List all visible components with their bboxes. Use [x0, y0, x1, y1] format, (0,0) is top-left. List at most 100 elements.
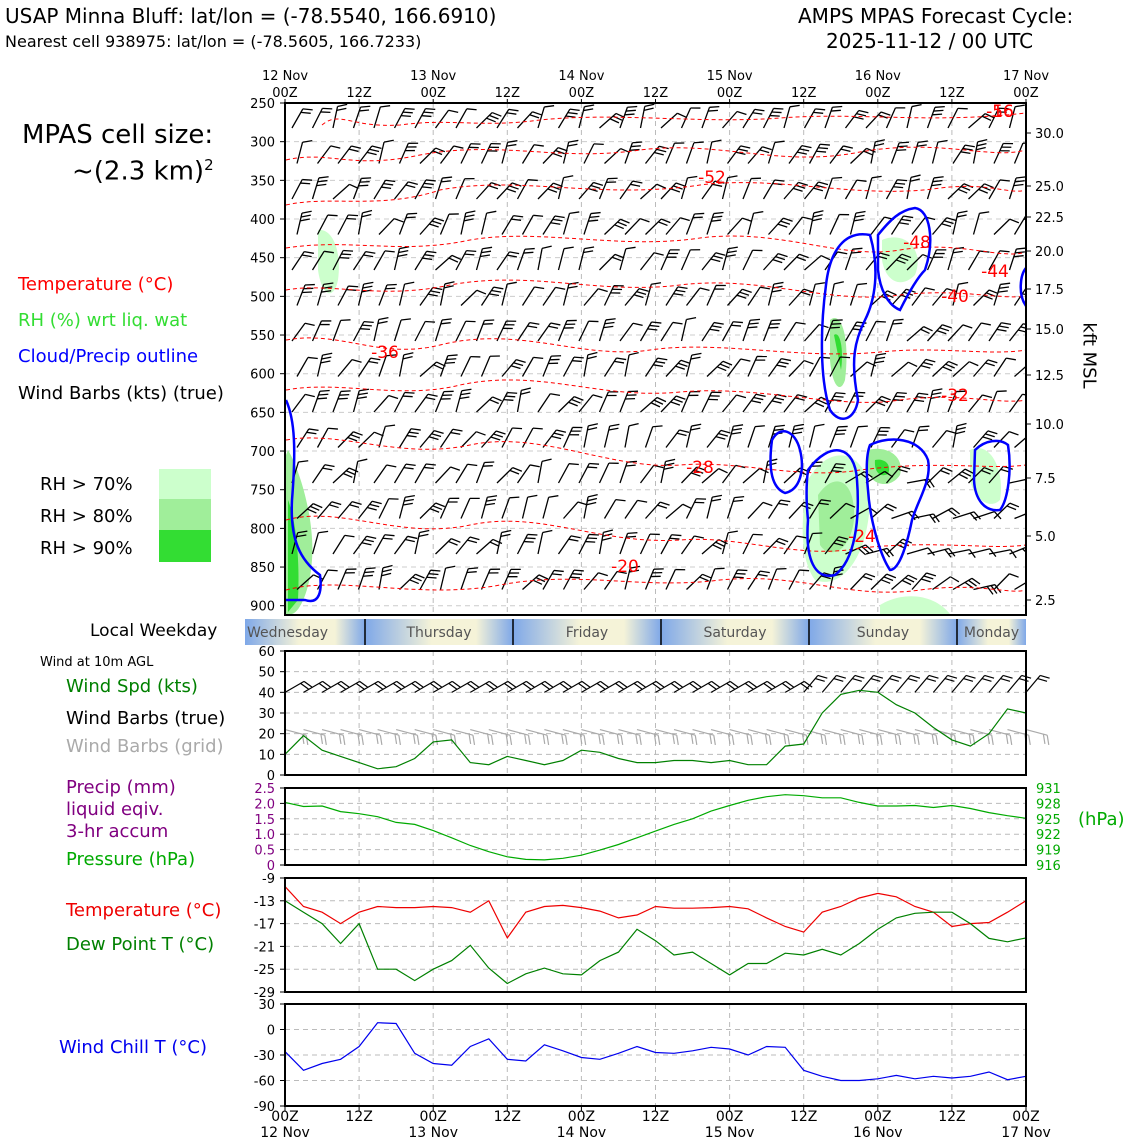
barb-flag	[660, 218, 671, 224]
wind-barb	[726, 424, 744, 448]
barb-flag	[510, 568, 521, 571]
barb-staff	[542, 497, 550, 519]
wind-barb	[475, 319, 495, 342]
barb-flag	[1031, 359, 1040, 368]
wind-barb	[352, 535, 377, 555]
rh-swatch-80	[159, 499, 211, 530]
barb-flag	[773, 428, 784, 431]
barb-staff	[804, 255, 822, 271]
barb-flag	[669, 249, 680, 251]
temp-contour	[285, 182, 1026, 206]
barb-staff	[398, 283, 406, 306]
barb-flag	[533, 144, 544, 147]
barb-flag	[1046, 735, 1050, 746]
wind-barb	[639, 464, 664, 484]
barb-staff	[967, 322, 982, 342]
wind-barb	[911, 287, 935, 306]
barb-flag	[442, 394, 453, 396]
barb-flag	[484, 319, 495, 322]
barb-flag	[527, 494, 538, 498]
nearest-cell: Nearest cell 938975: lat/lon = (-78.5605…	[5, 32, 422, 51]
barb-staff	[850, 507, 871, 520]
barb-flag	[492, 538, 503, 545]
barb-staff	[849, 426, 859, 448]
barb-flag	[374, 682, 384, 690]
barb-staff	[967, 250, 981, 271]
barb-staff	[537, 461, 543, 484]
barb-flag	[586, 501, 597, 506]
barb-flag	[943, 467, 953, 472]
barb-staff	[470, 728, 492, 736]
barb-flag	[625, 464, 636, 467]
barb-flag	[981, 185, 991, 191]
surface-grid-barb	[766, 728, 791, 746]
barb-staff	[332, 320, 342, 342]
barb-flag	[443, 285, 454, 289]
barb-flag	[1022, 323, 1026, 327]
y-tick-label: 30	[258, 998, 275, 1013]
barb-flag	[856, 179, 867, 182]
barb-flag	[777, 252, 788, 258]
wind-barb	[829, 213, 850, 235]
top-hour-label: 12Z	[643, 86, 669, 101]
barb-flag	[388, 498, 399, 500]
wind-barb	[742, 467, 769, 484]
y-tick-label: -17	[254, 918, 275, 933]
barb-flag	[863, 150, 873, 156]
barb-flag	[932, 113, 943, 116]
barb-flag	[421, 186, 432, 189]
wind-barb	[721, 394, 747, 413]
barb-flag	[889, 677, 900, 682]
barb-staff	[988, 250, 1001, 271]
wind-barb	[578, 394, 603, 413]
barb-flag	[440, 398, 451, 400]
barb-flag	[606, 181, 617, 183]
barb-flag	[858, 109, 869, 114]
wind-barb	[583, 351, 598, 377]
cloud-outline	[876, 206, 932, 312]
wind-barb	[865, 175, 882, 200]
barb-flag	[363, 574, 373, 577]
barb-flag	[551, 355, 562, 357]
barb-flag	[448, 682, 458, 690]
barb-flag	[405, 495, 415, 498]
barb-flag	[923, 326, 933, 332]
barb-flag	[482, 465, 493, 467]
barb-flag	[615, 498, 626, 502]
barb-flag	[524, 734, 527, 745]
barb-flag	[811, 465, 821, 467]
wind-barb	[829, 425, 848, 448]
wind-barb	[316, 214, 338, 235]
barb-flag	[317, 397, 328, 400]
barb-flag	[306, 431, 317, 435]
barb-flag	[563, 246, 574, 250]
barb-flag	[572, 360, 582, 363]
wind-barb	[660, 249, 680, 271]
barb-flag	[607, 177, 618, 180]
barb-flag	[880, 579, 891, 584]
barb-flag	[393, 217, 404, 223]
barb-flag	[696, 498, 707, 500]
wind-barb	[501, 568, 521, 590]
wind-barb	[311, 107, 333, 129]
barb-flag	[921, 578, 931, 583]
pressure-tick-label: 500	[250, 290, 275, 305]
barb-flag	[377, 680, 387, 688]
barb-staff	[973, 510, 995, 520]
barb-staff	[316, 214, 329, 235]
wind-barb	[701, 391, 722, 413]
wind-barb	[968, 466, 994, 484]
barb-flag	[555, 286, 566, 290]
barb-flag	[736, 110, 747, 116]
wind-barb	[455, 320, 476, 342]
barb-staff	[501, 283, 508, 306]
barb-flag	[544, 105, 555, 108]
barb-flag	[956, 214, 967, 218]
barb-flag	[507, 140, 518, 143]
barb-flag	[686, 317, 697, 321]
barb-flag	[652, 571, 663, 574]
wind-barb	[542, 355, 562, 377]
surface-wind-barb	[932, 674, 958, 693]
barb-flag	[752, 249, 763, 252]
